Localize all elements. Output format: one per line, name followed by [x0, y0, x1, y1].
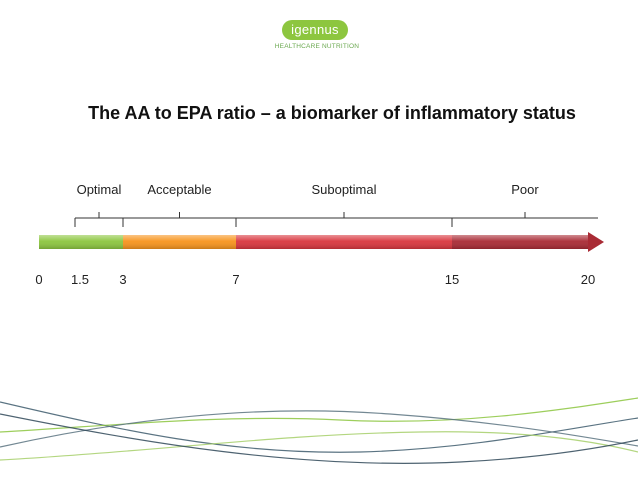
tick-label: 1.5 [71, 272, 89, 287]
ratio-scale-diagram: Optimal Acceptable Suboptimal Poor 0 1.5 3 7 15… [35, 182, 604, 287]
tick-label: 20 [581, 272, 595, 287]
tick-label: 0 [35, 272, 42, 287]
range-labels: Optimal Acceptable Suboptimal Poor [77, 182, 540, 197]
bar-gloss [39, 235, 588, 249]
range-label-poor: Poor [511, 182, 539, 197]
wave-line [0, 410, 638, 448]
wave-line [0, 431, 638, 461]
tick-label: 3 [119, 272, 126, 287]
slide-title: The AA to EPA ratio – a biomarker of inf… [88, 103, 576, 123]
bracket-poor [451, 212, 598, 227]
bar-arrowhead [588, 232, 604, 252]
tick-label: 15 [445, 272, 459, 287]
tick-label: 7 [232, 272, 239, 287]
wave-line [0, 397, 638, 433]
range-label-suboptimal: Suboptimal [311, 182, 376, 197]
wave-line [0, 401, 638, 453]
range-label-optimal: Optimal [77, 182, 122, 197]
logo-tagline: HEALTHCARE NUTRITION [274, 43, 360, 50]
logo-badge: igennus [282, 20, 348, 40]
range-label-acceptable: Acceptable [147, 182, 211, 197]
scale-tick-labels: 0 1.5 3 7 15 20 [35, 272, 595, 287]
wave-line [0, 413, 638, 464]
scale-bar [39, 232, 604, 252]
range-brackets [74, 212, 598, 227]
